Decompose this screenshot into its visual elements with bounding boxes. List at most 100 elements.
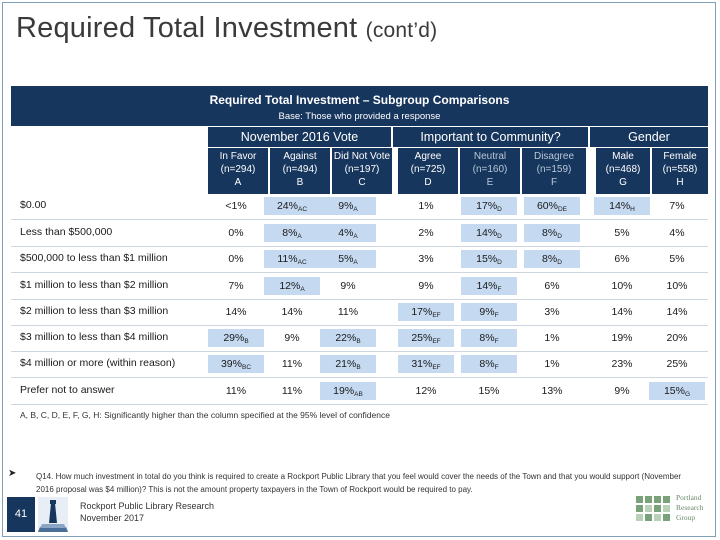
table-cell: 15%: [478, 385, 500, 397]
table-header: Required Total Investment – Subgroup Com…: [11, 86, 708, 126]
row-label: Prefer not to answer: [20, 384, 115, 396]
table-cell: 12%A: [264, 277, 320, 295]
table-cell: 6%: [544, 280, 560, 292]
column-header-f: Disagree (n=159) F: [522, 148, 586, 194]
table-cell: 7%: [669, 200, 685, 212]
table-cell: 17%EF: [398, 303, 454, 321]
table-title: Required Total Investment – Subgroup Com…: [209, 93, 510, 107]
table-cell: 1%: [544, 332, 560, 344]
portland-research-group-logo-icon: [636, 496, 670, 521]
column-header-d: Agree (n=725) D: [398, 148, 458, 194]
table-cell: 11%AC: [264, 250, 320, 268]
table-cell: 14%: [666, 306, 688, 318]
table-cell: 19%: [611, 332, 633, 344]
table-cell: 9%A: [320, 197, 376, 215]
table-cell: 3%: [418, 253, 434, 265]
question-text: Q14. How much investment in total do you…: [36, 472, 682, 494]
lighthouse-logo-icon: [38, 497, 68, 532]
table-cell: 8%A: [264, 224, 320, 242]
table-cell: 11%: [225, 385, 247, 397]
table-cell: 3%: [544, 306, 560, 318]
table-cell: 9%: [614, 385, 630, 397]
table-cell: 11%: [281, 385, 303, 397]
column-header-g: Male (n=468) G: [596, 148, 650, 194]
table-cell: 22%B: [320, 329, 376, 347]
table-cell: 19%AB: [320, 382, 376, 400]
table-cell: 25%: [666, 358, 688, 370]
row-divider: [11, 246, 708, 247]
column-header-a: In Favor (n=294) A: [208, 148, 268, 194]
table-cell: 2%: [418, 227, 434, 239]
table-cell: 14%: [611, 306, 633, 318]
table-cell: 17%D: [461, 197, 517, 215]
table-cell: 5%A: [320, 250, 376, 268]
row-divider: [11, 272, 708, 273]
table-cell: 4%: [669, 227, 685, 239]
row-divider: [11, 351, 708, 352]
table-cell: 11%: [281, 358, 303, 370]
row-label: $1 million to less than $2 million: [20, 279, 169, 291]
table-cell: 14%H: [594, 197, 650, 215]
table-cell: 15%D: [461, 250, 517, 268]
row-divider: [11, 325, 708, 326]
table-cell: 21%B: [320, 355, 376, 373]
table-cell: 1%: [418, 200, 434, 212]
table-cell: 5%: [669, 253, 685, 265]
column-header-h: Female (n=558) H: [652, 148, 708, 194]
table-cell: 20%: [666, 332, 688, 344]
table-cell: 0%: [228, 227, 244, 239]
table-cell: 10%: [611, 280, 633, 292]
table-cell: 23%: [611, 358, 633, 370]
table-cell: 9%F: [461, 303, 517, 321]
row-divider: [11, 299, 708, 300]
row-divider: [11, 377, 708, 378]
page-number: 41: [7, 497, 35, 532]
table-cell: 24%AC: [264, 197, 320, 215]
row-label: $4 million or more (within reason): [20, 357, 176, 369]
table-cell: 31%EF: [398, 355, 454, 373]
table-cell: 9%: [418, 280, 434, 292]
table-cell: 14%: [281, 306, 303, 318]
bullet-arrow-icon: ➤: [8, 468, 17, 479]
column-header-b: Against (n=494) B: [270, 148, 330, 194]
column-header-e: Neutral (n=160) E: [460, 148, 520, 194]
table-cell: 25%EF: [398, 329, 454, 347]
significance-note: A, B, C, D, E, F, G, H: Significantly hi…: [20, 410, 390, 420]
group-header-importance: Important to Community?: [393, 127, 588, 147]
table-cell: 14%D: [461, 224, 517, 242]
table-cell: 9%: [340, 280, 356, 292]
table-cell: 39%BC: [208, 355, 264, 373]
table-cell: 8%D: [524, 250, 580, 268]
table-cell: 11%: [337, 306, 359, 318]
table-cell: 10%: [666, 280, 688, 292]
table-cell: 8%D: [524, 224, 580, 242]
table-cell: 9%: [284, 332, 300, 344]
table-cell: 6%: [614, 253, 630, 265]
group-header-gender: Gender: [590, 127, 708, 147]
row-divider: [11, 219, 708, 220]
row-label: $2 million to less than $3 million: [20, 305, 169, 317]
table-cell: 5%: [614, 227, 630, 239]
table-cell: 8%F: [461, 329, 517, 347]
table-cell: 29%B: [208, 329, 264, 347]
column-header-c: Did Not Vote (n=197) C: [332, 148, 392, 194]
row-label: $500,000 to less than $1 million: [20, 252, 168, 264]
table-cell: 0%: [228, 253, 244, 265]
row-divider: [11, 404, 708, 405]
table-base: Base: Those who provided a response: [278, 111, 441, 122]
page-title: Required Total Investment (cont’d): [16, 12, 438, 44]
table-cell: 60%DE: [524, 197, 580, 215]
row-label: $3 million to less than $4 million: [20, 331, 169, 343]
table-cell: 1%: [544, 358, 560, 370]
table-cell: 12%: [415, 385, 437, 397]
row-label: Less than $500,000: [20, 226, 113, 238]
table-cell: 13%: [541, 385, 563, 397]
source-info: Rockport Public Library Research Novembe…: [80, 501, 215, 523]
table-cell: 8%F: [461, 355, 517, 373]
group-header-vote: November 2016 Vote: [208, 127, 391, 147]
table-cell: 7%: [228, 280, 244, 292]
portland-research-group-wordmark: Portland Research Group: [676, 493, 704, 522]
table-cell: 14%F: [461, 277, 517, 295]
table-cell: 15%G: [649, 382, 705, 400]
